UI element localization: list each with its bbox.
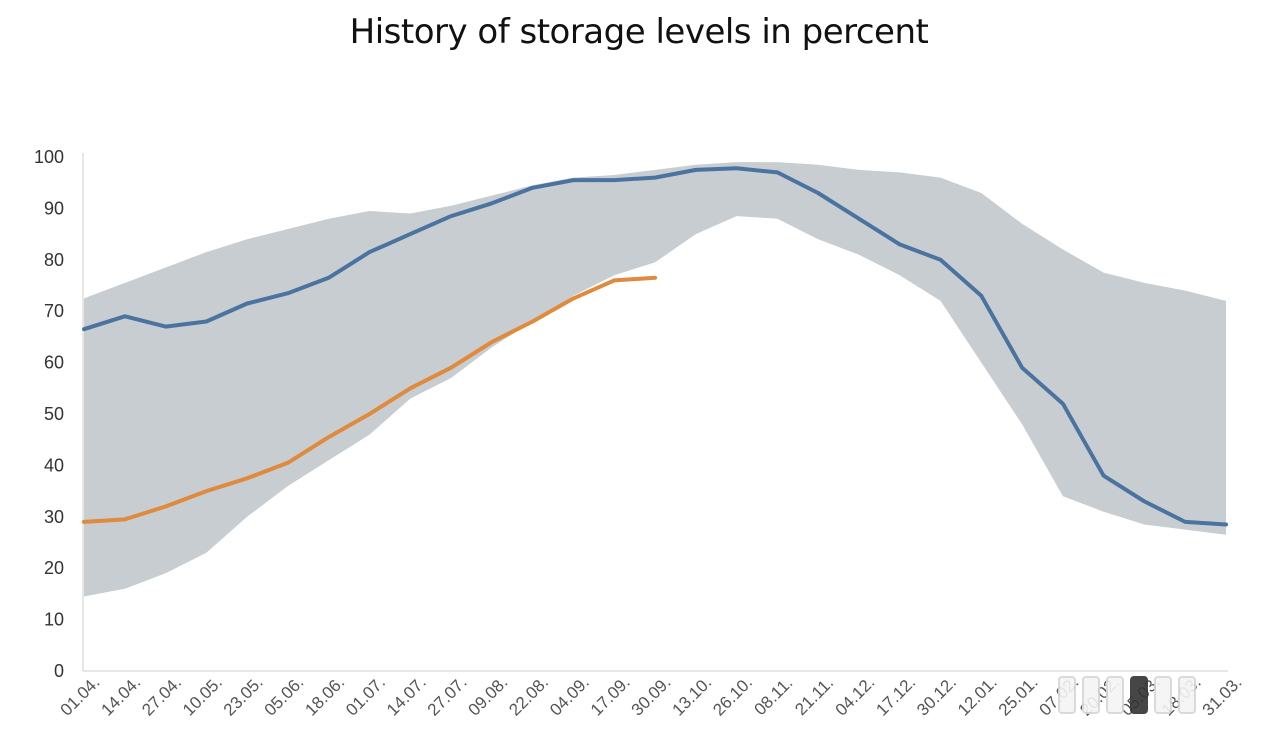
previous-year-point	[1021, 367, 1023, 369]
current-year-point	[613, 279, 615, 281]
current-year-point	[450, 367, 452, 369]
previous-year-point	[939, 259, 942, 261]
current-year-point	[409, 387, 411, 389]
x-tick-label: 17.12.	[872, 673, 919, 720]
x-tick-label: 21.11.	[791, 673, 837, 719]
previous-year-point	[1143, 500, 1145, 502]
y-tick-label: 80	[44, 250, 64, 270]
current-year-point	[124, 518, 126, 521]
current-year-point	[368, 413, 371, 415]
previous-year-point	[572, 179, 575, 181]
series-lines	[82, 166, 1228, 527]
x-tick-label: 30.12.	[913, 673, 960, 720]
previous-year-point	[491, 202, 493, 204]
y-tick-label: 70	[44, 301, 64, 321]
x-tick-label: 04.12.	[832, 673, 879, 720]
previous-year-point	[83, 328, 85, 330]
watermark-mark	[1154, 676, 1172, 714]
range-band	[84, 162, 1226, 597]
previous-year-point	[368, 251, 371, 253]
current-year-point	[532, 320, 534, 323]
x-tick-label: 18.06.	[301, 673, 348, 720]
x-tick-label: 14.07.	[383, 673, 430, 720]
previous-year-point	[1225, 523, 1227, 526]
previous-year-point	[1103, 475, 1105, 477]
x-tick-label: 26.10.	[709, 673, 756, 720]
x-tick-label: 30.09.	[628, 673, 675, 720]
x-tick-label: 09.08.	[465, 673, 512, 720]
x-tick-label: 22.08.	[505, 673, 552, 720]
previous-year-point	[328, 277, 330, 279]
axes	[82, 153, 1228, 672]
current-year-point	[246, 477, 248, 479]
x-tick-label: 14.04.	[97, 673, 144, 720]
previous-year-point	[450, 215, 452, 217]
x-tick-label: 10.05.	[179, 673, 226, 720]
watermark-logo	[1058, 676, 1196, 714]
y-tick-label: 30	[44, 507, 64, 527]
current-year-point	[491, 341, 493, 343]
previous-year-point	[205, 320, 207, 323]
previous-year-point	[736, 167, 738, 169]
y-tick-label: 60	[44, 353, 64, 373]
y-tick-label: 100	[34, 147, 64, 167]
current-year-point	[205, 490, 207, 492]
watermark-mark	[1058, 676, 1076, 714]
range-band-layer	[84, 162, 1226, 597]
x-tick-label: 17.09.	[587, 673, 634, 720]
previous-year-point	[776, 171, 779, 173]
previous-year-point	[654, 177, 656, 179]
x-tick-label: 08.11.	[750, 673, 796, 719]
chart-title: History of storage levels in percent	[349, 12, 929, 52]
watermark-mark	[1106, 676, 1124, 714]
previous-year-point	[899, 243, 901, 245]
x-tick-label: 31.03.	[1199, 673, 1246, 720]
current-year-point	[83, 521, 85, 523]
y-tick-label: 20	[44, 558, 64, 578]
watermark-mark	[1130, 676, 1148, 714]
current-year-point	[572, 297, 575, 299]
previous-year-point	[246, 302, 248, 305]
x-tick-label: 23.05.	[220, 673, 267, 720]
x-tick-label: 05.06.	[261, 673, 308, 720]
previous-year-point	[124, 315, 126, 317]
y-tick-label: 90	[44, 198, 64, 218]
previous-year-point	[165, 326, 167, 328]
previous-year-point	[287, 292, 289, 294]
previous-year-point	[409, 233, 411, 235]
x-tick-label: 25.01.	[995, 673, 1042, 720]
previous-year-point	[532, 187, 534, 189]
previous-year-point	[695, 169, 697, 171]
y-tick-label: 10	[44, 610, 64, 630]
y-tick-label: 50	[44, 404, 64, 424]
y-tick-label: 40	[44, 455, 64, 475]
current-year-point	[165, 505, 167, 508]
previous-year-point	[980, 295, 982, 297]
previous-year-point	[1062, 403, 1064, 405]
x-tick-label: 12.01.	[954, 673, 1001, 720]
previous-year-point	[613, 179, 615, 181]
watermark-mark	[1178, 676, 1196, 714]
previous-year-point	[1184, 521, 1186, 523]
y-tick-labels: 0 10 20 30 40 50 60 70 80 90 100	[34, 147, 64, 681]
previous-year-point	[817, 192, 819, 194]
y-tick-label: 0	[54, 661, 64, 681]
current-year-point	[328, 436, 330, 438]
x-tick-label: 01.07.	[342, 673, 389, 720]
previous-year-point	[858, 218, 860, 220]
watermark-mark	[1082, 676, 1100, 714]
x-tick-label: 04.09.	[546, 673, 593, 720]
x-tick-label: 27.04.	[138, 673, 185, 720]
x-tick-label: 13.10.	[668, 673, 715, 720]
current-year-point	[654, 277, 656, 279]
current-year-point	[287, 462, 289, 464]
x-tick-label: 27.07.	[424, 673, 471, 720]
